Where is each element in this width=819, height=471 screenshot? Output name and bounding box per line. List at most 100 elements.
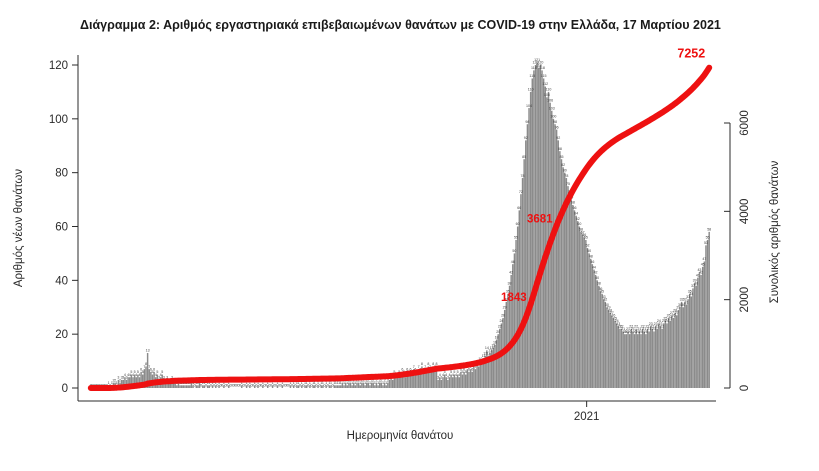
daily-deaths-bar bbox=[672, 318, 675, 388]
daily-deaths-bar bbox=[432, 366, 435, 388]
bar-value-label: 5 bbox=[161, 370, 163, 374]
bar-value-label: 1 bbox=[377, 381, 379, 385]
daily-deaths-bar bbox=[416, 374, 418, 388]
bar-value-label: 7 bbox=[418, 365, 420, 369]
bar-value-label: 2 bbox=[366, 378, 368, 382]
bar-value-label: 20 bbox=[639, 330, 643, 334]
daily-deaths-bar bbox=[523, 159, 525, 388]
daily-deaths-bar bbox=[510, 274, 512, 388]
bar-value-label: 0 bbox=[244, 384, 246, 388]
daily-deaths-bar bbox=[414, 371, 417, 388]
daily-deaths-bar bbox=[656, 328, 658, 388]
bar-value-label: 1 bbox=[322, 381, 324, 385]
bar-value-label: 0 bbox=[280, 384, 282, 388]
daily-deaths-bar bbox=[643, 331, 645, 388]
bar-value-label: 2 bbox=[119, 378, 121, 382]
daily-deaths-bar bbox=[572, 204, 574, 388]
daily-deaths-bar bbox=[435, 366, 438, 388]
left-axis-tick-label: 60 bbox=[55, 222, 68, 234]
daily-deaths-bar bbox=[223, 385, 225, 388]
right-axis-tick-label: 2000 bbox=[739, 287, 751, 313]
daily-deaths-bar bbox=[507, 293, 509, 388]
daily-deaths-bar bbox=[174, 382, 176, 388]
daily-deaths-bar bbox=[637, 334, 639, 388]
daily-deaths-bar bbox=[560, 159, 563, 388]
bar-value-label: 5 bbox=[444, 370, 446, 374]
bar-value-label: 26 bbox=[501, 314, 505, 318]
bar-value-label: 0 bbox=[229, 384, 231, 388]
daily-deaths-bar bbox=[455, 377, 457, 388]
bar-value-label: 24 bbox=[615, 319, 619, 323]
daily-deaths-bar bbox=[443, 374, 446, 388]
bar-value-label: 4 bbox=[439, 373, 441, 377]
bar-value-label: 0 bbox=[291, 384, 293, 388]
daily-deaths-bar bbox=[257, 385, 259, 388]
bar-value-label: 1 bbox=[108, 381, 110, 385]
daily-deaths-bar bbox=[411, 374, 413, 388]
daily-deaths-bar bbox=[266, 385, 269, 388]
daily-deaths-bar bbox=[335, 385, 337, 388]
bar-value-label: 22 bbox=[634, 324, 638, 328]
bar-value-label: 1 bbox=[241, 381, 243, 385]
daily-deaths-bar bbox=[567, 186, 569, 388]
bar-value-label: 21 bbox=[626, 327, 630, 331]
x-axis-title: Ημερομηνία θανάτου bbox=[346, 430, 454, 442]
daily-deaths-bar bbox=[312, 385, 314, 388]
daily-deaths-bar bbox=[477, 366, 480, 388]
bar-value-label: 22 bbox=[620, 324, 624, 328]
bar-value-label: 85 bbox=[522, 155, 526, 159]
bar-value-label: 0 bbox=[332, 384, 334, 388]
bar-value-label: 0 bbox=[260, 384, 262, 388]
daily-deaths-bar bbox=[654, 326, 657, 388]
bar-value-label: 104 bbox=[526, 104, 532, 108]
daily-deaths-bar bbox=[130, 374, 133, 388]
daily-deaths-bar bbox=[276, 385, 279, 388]
bar-value-label: 1 bbox=[351, 381, 353, 385]
daily-deaths-bar bbox=[297, 385, 300, 388]
daily-deaths-bar bbox=[249, 385, 251, 388]
daily-deaths-bar bbox=[588, 253, 590, 388]
daily-deaths-bar bbox=[336, 385, 339, 388]
daily-deaths-bar bbox=[536, 62, 538, 388]
bar-value-label: 0 bbox=[327, 384, 329, 388]
daily-deaths-bar bbox=[539, 65, 542, 388]
daily-deaths-bar bbox=[117, 379, 120, 388]
bar-value-label: 0 bbox=[225, 384, 227, 388]
daily-deaths-bar bbox=[460, 371, 462, 388]
bar-value-label: 0 bbox=[200, 384, 202, 388]
bar-value-label: 5 bbox=[134, 370, 136, 374]
daily-deaths-bar bbox=[611, 315, 613, 388]
bar-value-label: 20 bbox=[623, 330, 627, 334]
bar-value-label: 3 bbox=[126, 376, 128, 380]
bar-value-label: 2 bbox=[387, 378, 389, 382]
daily-deaths-bar bbox=[369, 385, 371, 388]
daily-deaths-bar bbox=[202, 385, 204, 388]
bar-value-label: 21 bbox=[652, 327, 656, 331]
daily-deaths-bar bbox=[520, 194, 522, 388]
bar-value-label: 1 bbox=[301, 381, 303, 385]
right-axis-tick-label: 4000 bbox=[739, 199, 751, 225]
bar-value-label: 3 bbox=[437, 376, 439, 380]
bar-value-label: 0 bbox=[283, 384, 285, 388]
daily-deaths-bar bbox=[406, 371, 409, 388]
daily-deaths-bar bbox=[609, 312, 611, 388]
bar-value-label: 1 bbox=[249, 381, 251, 385]
daily-deaths-bar bbox=[552, 118, 555, 388]
daily-deaths-bar bbox=[688, 293, 691, 388]
daily-deaths-bar bbox=[697, 277, 699, 388]
bar-value-label: 37 bbox=[691, 284, 695, 288]
bar-value-label: 14 bbox=[485, 346, 489, 350]
daily-deaths-bar bbox=[129, 377, 131, 388]
bar-value-label: 7 bbox=[413, 365, 415, 369]
bar-value-label: 3 bbox=[117, 376, 119, 380]
bar-value-label: 0 bbox=[311, 384, 313, 388]
daily-deaths-bar bbox=[474, 369, 477, 388]
daily-deaths-bar bbox=[695, 285, 697, 388]
daily-deaths-bar bbox=[533, 70, 535, 388]
daily-deaths-bar bbox=[526, 124, 529, 388]
daily-deaths-bar bbox=[301, 385, 303, 388]
daily-deaths-bar bbox=[137, 374, 139, 388]
bar-value-label: 8 bbox=[427, 362, 429, 366]
bar-value-label: 3 bbox=[171, 376, 173, 380]
bar-value-label: 1 bbox=[207, 381, 209, 385]
